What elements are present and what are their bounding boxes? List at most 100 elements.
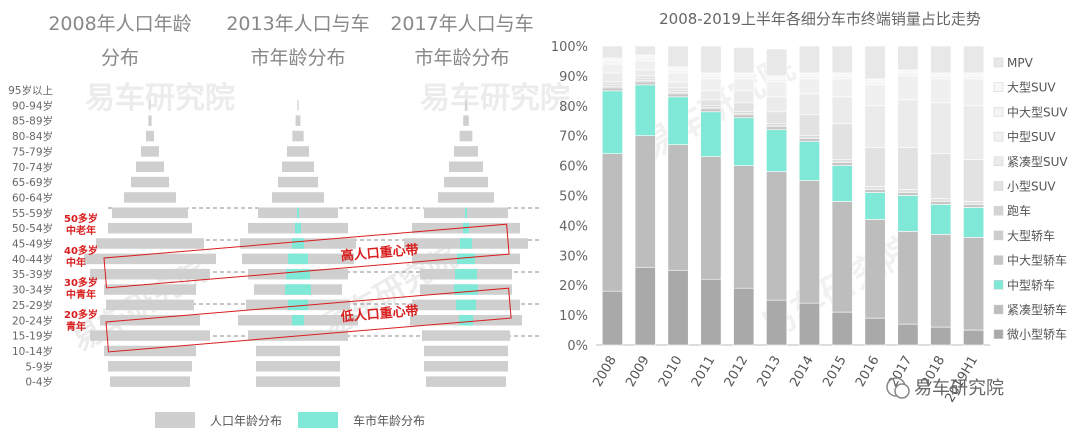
stacked-bar-segment: [601, 60, 623, 65]
stacked-bar-segment: [864, 192, 886, 220]
stacked-bar-segment: [733, 47, 755, 74]
x-tick-label: 2012: [722, 354, 752, 390]
stacked-bar-segment: [766, 299, 788, 346]
x-tick-label: 2008: [590, 354, 620, 390]
population-bar: [449, 161, 483, 172]
legend-swatch: [993, 304, 1004, 315]
population-bar: [136, 161, 164, 172]
stacked-bar-segment: [831, 45, 853, 74]
stacked-bar-segment: [733, 75, 755, 80]
stacked-bar-segment: [634, 54, 656, 59]
y-tick-label: 100%: [551, 40, 588, 55]
stacked-bar-segment: [733, 78, 755, 92]
population-bar: [112, 207, 188, 219]
stacked-bar-segment: [798, 180, 820, 304]
stacked-bar-segment: [930, 78, 952, 104]
age-label: 20-24岁: [12, 314, 53, 327]
pyramid-title-line2: 分布: [101, 47, 139, 69]
age-label: 10-14岁: [12, 345, 53, 358]
stacked-bar-segment: [634, 266, 656, 346]
legend-swatch: [993, 329, 1004, 339]
population-bar: [84, 253, 216, 265]
stacked-bar-segment: [831, 201, 853, 313]
legend-label: 中型轿车: [1007, 277, 1055, 292]
legend-label: 跑车: [1007, 203, 1031, 218]
car-market-bar: [457, 253, 475, 265]
population-bar: [278, 176, 318, 188]
legend-swatch: [993, 280, 1004, 290]
stacked-bar-segment: [798, 72, 820, 77]
stacked-bar-segment: [963, 159, 985, 202]
age-label: 25-29岁: [12, 299, 53, 312]
stacked-bar-segment: [667, 93, 689, 98]
stacked-bar-segment: [667, 66, 689, 71]
legend-swatch: [993, 131, 1004, 142]
legend-swatch: [993, 255, 1004, 265]
population-bar: [124, 192, 176, 203]
stacked-bar-segment: [930, 45, 952, 74]
pyramid-title-line1: 2008年人口年龄: [48, 13, 191, 35]
stacked-bar-segment: [634, 81, 656, 86]
stacked-bar-segment: [798, 141, 820, 181]
stacked-bar-segment: [634, 84, 656, 137]
legend-swatch: [993, 57, 1004, 68]
stacked-bar-segment: [733, 102, 755, 113]
stacked-bar-segment: [897, 195, 919, 232]
stacked-bar-segment: [897, 147, 919, 190]
legend-swatch: [993, 156, 1004, 167]
stacked-bar-segment: [766, 78, 788, 83]
stacked-bar-segment: [831, 75, 853, 80]
stacked-bar-segment: [798, 45, 820, 74]
car-market-bar: [288, 299, 308, 311]
stacked-bar-segment: [963, 78, 985, 107]
population-bar: [141, 146, 159, 157]
age-label: 0-4岁: [25, 376, 53, 389]
population-bar: [272, 192, 324, 203]
legend-label: 小型SUV: [1007, 180, 1056, 194]
stacked-bar-segment: [634, 75, 656, 80]
wechat-icon: [894, 383, 910, 399]
stacked-bar-segment: [897, 72, 919, 77]
y-tick-label: 10%: [559, 309, 588, 324]
stacked-bar-segment: [634, 60, 656, 71]
stacked-bar-segment: [897, 323, 919, 346]
y-tick-label: 30%: [559, 249, 588, 264]
stacked-bar-segment: [831, 123, 853, 160]
stacked-bar-segment: [766, 126, 788, 131]
watermark: 易车研究院: [85, 81, 235, 116]
stacked-bar-segment: [601, 81, 623, 86]
band-label-high: 高人口重心带: [340, 242, 419, 264]
age-group-label: 50多岁: [64, 212, 98, 225]
population-bar: [459, 130, 473, 142]
stacked-bar-segment: [963, 105, 985, 160]
stacked-bar-segment: [864, 84, 886, 107]
y-tick-label: 0%: [567, 339, 588, 354]
stacked-bar-segment: [963, 207, 985, 238]
population-bar: [465, 100, 467, 111]
population-bar: [104, 284, 196, 295]
y-tick-label: 70%: [559, 130, 588, 145]
stacked-bar-segment: [864, 78, 886, 83]
stacked-bar-segment: [864, 81, 886, 86]
age-label: 70-74岁: [12, 161, 53, 174]
stacked-bar-segment: [930, 326, 952, 346]
age-label: 95岁以上: [8, 84, 53, 97]
y-tick-label: 50%: [559, 190, 588, 205]
population-bar: [108, 361, 192, 372]
population-bar: [96, 238, 204, 249]
population-bar: [90, 330, 210, 341]
stacked-bar-segment: [634, 69, 656, 77]
stacked-bar-segment: [963, 329, 985, 346]
car-market-bar: [285, 284, 311, 295]
segment-share-chart: 2008-2019上半年各细分车市终端销量占比走势易车研究院易车研究院0%10%…: [551, 10, 1069, 405]
pyramid-title-line1: 2013年人口与车: [226, 13, 369, 35]
stacked-bar-segment: [700, 75, 722, 80]
stacked-bar-segment: [864, 189, 886, 193]
stacked-bar-segment: [700, 78, 722, 92]
car-market-bar: [292, 238, 304, 249]
car-market-bar: [297, 207, 299, 219]
stacked-bar-segment: [897, 75, 919, 101]
legend-label: MPV: [1007, 56, 1034, 70]
stacked-bar-segment: [864, 317, 886, 346]
